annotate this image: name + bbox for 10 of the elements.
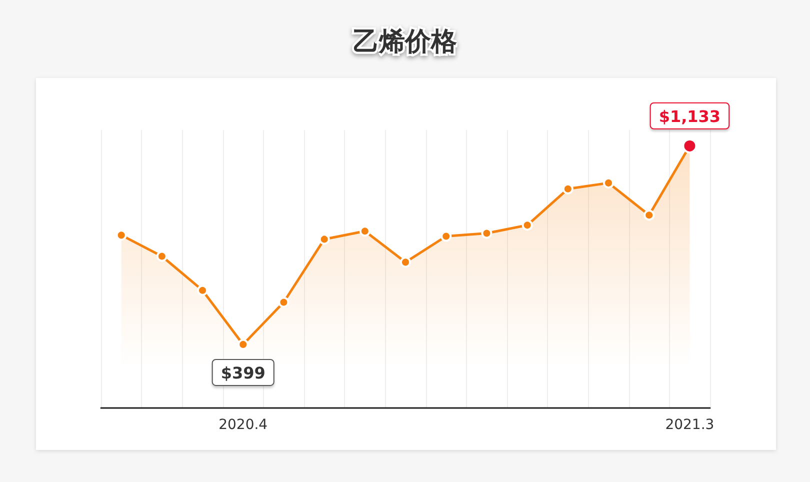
- point: [400, 256, 411, 268]
- point: [522, 220, 533, 231]
- data-label: $1,133: [658, 106, 721, 126]
- x-tick-label: 2020.4: [218, 417, 268, 433]
- point: [197, 284, 208, 296]
- chart-title: 乙烯价格: [353, 27, 457, 57]
- x-tick-label: 2021.3: [665, 417, 714, 433]
- data-label: $399: [220, 363, 266, 382]
- point: [644, 210, 655, 221]
- point: [278, 296, 290, 308]
